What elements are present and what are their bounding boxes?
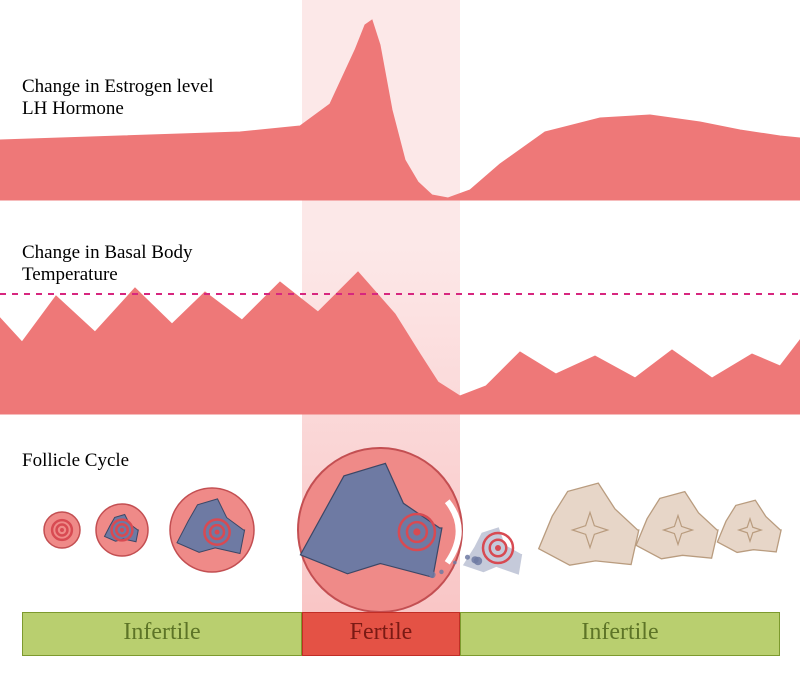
estrogen-label-line2: LH Hormone — [22, 98, 214, 120]
follicle-cycle-row — [0, 430, 800, 630]
phase-label: Infertile — [23, 619, 301, 646]
temperature-label-line1: Change in Basal Body — [22, 242, 192, 264]
estrogen-label: Change in Estrogen level LH Hormone — [22, 76, 214, 120]
phase-label: Infertile — [461, 619, 779, 646]
phase-fertile: Fertile — [302, 612, 460, 656]
temperature-label-line2: Temperature — [22, 264, 192, 286]
estrogen-label-line1: Change in Estrogen level — [22, 76, 214, 98]
temperature-label: Change in Basal Body Temperature — [22, 242, 192, 286]
phase-infertile: Infertile — [460, 612, 780, 656]
phase-infertile: Infertile — [22, 612, 302, 656]
phase-label: Fertile — [303, 619, 459, 646]
fertility-phase-band: InfertileFertileInfertile — [0, 612, 800, 656]
